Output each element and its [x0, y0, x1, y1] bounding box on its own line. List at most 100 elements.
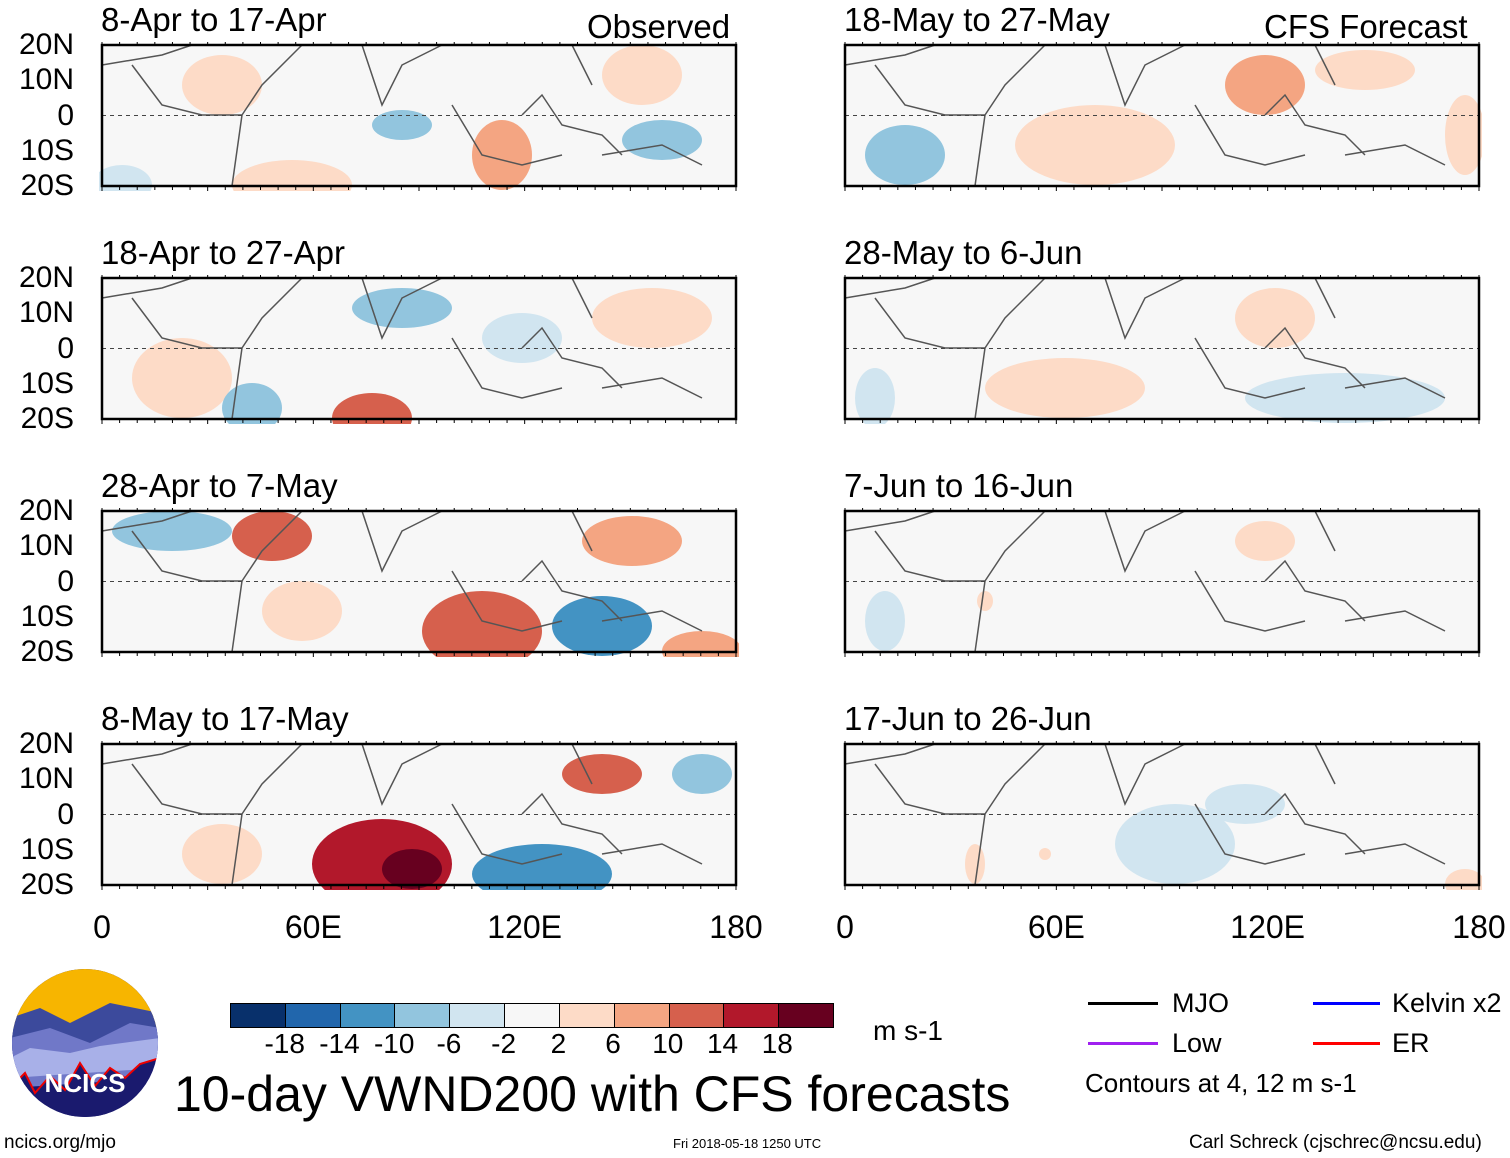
observed-header: Observed — [587, 8, 731, 45]
colorbar-swatch — [723, 1004, 779, 1027]
colorbar-swatch — [613, 1004, 669, 1027]
footer-credit: Carl Schreck (cjschrec@ncsu.edu) — [1189, 1132, 1482, 1153]
colorbar-swatch — [231, 1004, 285, 1027]
colorbar-swatch — [778, 1004, 833, 1027]
contours-note: Contours at 4, 12 m s-1 — [1085, 1068, 1357, 1098]
anomaly-shading — [222, 383, 282, 424]
svg-text:NCICS: NCICS — [45, 1068, 126, 1098]
footer-url[interactable]: ncics.org/mjo — [4, 1132, 116, 1153]
kelvin-legend-line — [1313, 1002, 1380, 1005]
lat-label: 10N — [18, 63, 74, 97]
colorbar-swatch — [504, 1004, 559, 1027]
lat-label: 20N — [18, 28, 74, 61]
anomaly-shading — [965, 844, 985, 884]
anomaly-shading — [422, 591, 542, 657]
anomaly-shading — [1225, 55, 1305, 115]
lat-label: 10S — [20, 133, 74, 167]
colorbar-swatch — [558, 1004, 614, 1027]
anomaly-shading — [977, 591, 993, 611]
colorbar-swatch — [284, 1004, 340, 1027]
anomaly-shading — [662, 631, 739, 657]
figure-title: 10-day VWND200 with CFS forecasts — [174, 1066, 1011, 1122]
anomaly-shading — [1235, 288, 1315, 348]
colorbar-swatch — [394, 1004, 450, 1027]
footer-timestamp: Fri 2018-05-18 1250 UTC — [673, 1136, 822, 1151]
panel-title-forecast-3: 7-Jun to 16-Jun — [844, 467, 1074, 504]
er-legend-label: ER — [1392, 1028, 1430, 1058]
colorbar-tick-label: -14 — [319, 1028, 360, 1059]
panel-title-observed-4: 8-May to 17-May — [101, 700, 349, 737]
map-panel-forecast-2 — [843, 275, 1481, 424]
colorbar-tick-label: -10 — [373, 1028, 415, 1059]
map-panel-observed-4 — [100, 741, 738, 890]
lat-label: 20S — [20, 169, 74, 202]
lat-label: 0 — [57, 564, 74, 598]
panel-title-forecast-4: 17-Jun to 26-Jun — [844, 700, 1092, 737]
panel-title-observed-2: 18-Apr to 27-Apr — [101, 234, 345, 271]
colorbar-swatch — [339, 1004, 395, 1027]
panel-title-observed-3: 28-Apr to 7-May — [101, 467, 338, 504]
forecast-header: CFS Forecast — [1264, 8, 1468, 45]
lon-label: 180 — [1452, 909, 1506, 945]
anomaly-shading — [332, 393, 412, 424]
ncics-logo: NCICS — [12, 969, 158, 1117]
anomaly-shading — [865, 125, 945, 185]
anomaly-shading — [232, 160, 352, 191]
colorbar-tick-label: -6 — [436, 1028, 462, 1059]
anomaly-shading — [132, 338, 232, 418]
map-panel-forecast-4 — [843, 741, 1482, 890]
anomaly-shading — [865, 591, 905, 651]
anomaly-shading — [472, 120, 532, 190]
map-panel-observed-3 — [100, 508, 739, 657]
lat-label: 20S — [20, 402, 74, 435]
lat-label: 0 — [57, 797, 74, 831]
anomaly-shading — [1115, 804, 1235, 884]
lon-label: 60E — [1027, 909, 1085, 945]
colorbar-tick-label: 10 — [652, 1028, 684, 1059]
colorbar-swatch — [668, 1004, 724, 1027]
map-panel-forecast-1 — [843, 42, 1482, 191]
anomaly-shading — [112, 511, 232, 551]
kelvin-legend-label: Kelvin x2 — [1392, 988, 1502, 1018]
lon-label: 0 — [93, 909, 111, 945]
anomaly-shading — [262, 581, 342, 641]
colorbar-tick-label: 6 — [605, 1028, 621, 1059]
lat-label: 20S — [20, 868, 74, 901]
anomaly-shading — [182, 824, 262, 884]
anomaly-shading — [1245, 373, 1445, 423]
lat-label: 10S — [20, 832, 74, 866]
lat-label: 10N — [18, 762, 74, 796]
er-legend-line — [1313, 1042, 1380, 1045]
colorbar-tick-label: 14 — [706, 1028, 739, 1059]
lon-label: 0 — [836, 909, 854, 945]
anomaly-shading — [352, 288, 452, 328]
anomaly-shading — [382, 849, 442, 889]
anomaly-shading — [482, 313, 562, 363]
colorbar-tick-label: -2 — [491, 1028, 517, 1059]
anomaly-shading — [182, 55, 262, 115]
map-panel-observed-1 — [99, 42, 738, 191]
anomaly-shading — [602, 45, 682, 105]
anomaly-shading — [582, 516, 682, 566]
panel-title-forecast-1: 18-May to 27-May — [844, 1, 1110, 38]
map-panel-forecast-3 — [843, 508, 1481, 657]
anomaly-shading — [592, 288, 712, 348]
anomaly-shading — [1039, 848, 1051, 860]
lon-label: 120E — [487, 909, 563, 945]
anomaly-shading — [985, 358, 1145, 418]
anomaly-shading — [622, 120, 702, 160]
anomaly-shading — [672, 754, 732, 794]
anomaly-shading — [1205, 784, 1285, 824]
colorbar-unit: m s-1 — [873, 1015, 943, 1046]
lat-label: 10S — [20, 599, 74, 633]
anomaly-shading — [99, 165, 152, 191]
anomaly-shading — [1015, 105, 1175, 185]
panel-title-observed-1: 8-Apr to 17-Apr — [101, 1, 327, 38]
lat-label: 20N — [18, 494, 74, 527]
lon-label: 60E — [284, 909, 342, 945]
lat-label: 10S — [20, 366, 74, 400]
low-legend-line — [1088, 1042, 1158, 1045]
lat-label: 0 — [57, 331, 74, 365]
map-panel-observed-2 — [100, 275, 738, 424]
colorbar — [230, 1003, 834, 1028]
